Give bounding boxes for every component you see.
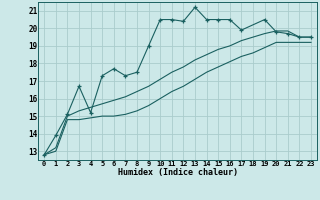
X-axis label: Humidex (Indice chaleur): Humidex (Indice chaleur) (118, 168, 238, 177)
